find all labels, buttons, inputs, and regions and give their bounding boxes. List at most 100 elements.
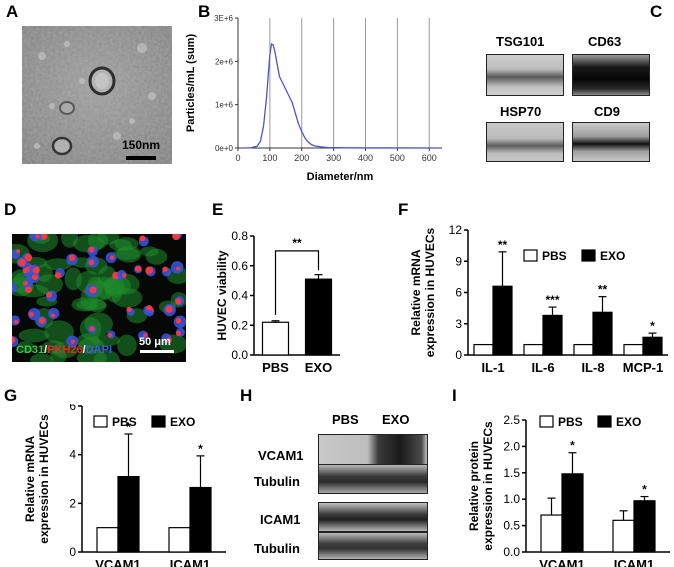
pkh26-signal [109,255,115,260]
legend-swatch [539,415,554,428]
pkh26-signal [89,326,95,332]
pkh26-signal [162,266,168,272]
legend-swatch [523,249,538,262]
x-axis-label: Diameter/nm [307,171,374,183]
bar [540,514,563,553]
cell-membrane [93,349,120,362]
chart-i: 0.0 0.5 1.0 1.5 2.0 2.5 VCAM1 * ICAM1 * PBS EXO Rela… [467,413,670,567]
bar [642,336,663,356]
bar [492,285,513,356]
legend-label: EXO [170,415,195,429]
bar [623,343,644,356]
pkh26-signal [28,311,34,317]
blot-vcam1 [318,434,428,466]
y-tick-label: 9 [455,254,462,268]
pkh26-signal [25,286,32,294]
pkh26-signal [22,268,29,274]
y-tick-label: 12 [449,223,463,237]
pkh26-signal [135,265,142,272]
pkh26-signal [165,305,173,313]
panel-letter-e: E [212,200,224,219]
legend-label: PBS [112,415,137,429]
pkh26-signal [107,333,113,338]
y-tick-label: 0 [455,348,462,362]
blot-row-tubulin-1: Tubulin [254,474,300,489]
legend-label: PBS [542,249,567,263]
bar [473,343,494,356]
y-tick-label: 2.0 [503,439,520,453]
y-tick-label: 2 [69,496,76,510]
y-tick-label: 1.0 [503,492,520,506]
y-axis-label: HUVEC viability [215,250,229,340]
x-tick-label: 500 [390,153,405,163]
y-tick-label: 3E+6 [214,14,233,23]
pkh26-signal [32,266,40,274]
bar [304,278,333,356]
x-tick-label: VCAM1 [95,557,141,567]
legend-label: EXO [616,415,641,429]
y-axis-label: Relative mRNA [409,249,423,335]
y-axis-label: expression in HUVECs [37,414,51,544]
scale-bar-label: 50 μm [139,336,171,348]
x-tick-label: 600 [422,153,437,163]
legend-swatch [151,415,166,428]
cell-membrane [44,320,74,344]
blot-cd63 [572,54,650,96]
pkh26-signal [13,319,19,325]
y-tick-label: 6 [455,286,462,300]
cell-membrane [36,263,53,283]
y-tick-label: 2e+6 [215,57,234,66]
pkh26-signal [16,249,21,254]
pkh26-signal [54,272,62,279]
blot-tubulin-2 [318,532,428,560]
y-axis-label: expression in HUVECs [481,421,495,551]
bar [573,343,594,356]
tem-image: 150nm [22,26,172,164]
cell-membrane [117,334,137,357]
pkh26-signal [38,317,46,324]
y-axis-label: Relative protein [467,441,481,531]
panel-letter-d: D [4,200,17,219]
x-tick-label: EXO [305,360,332,375]
blot-col-pbs: PBS [332,412,359,427]
y-tick-label: 4 [69,448,76,462]
cell-membrane [44,258,72,271]
x-tick-label: VCAM1 [539,557,585,567]
pkh26-signal [18,258,26,267]
bar [168,527,191,553]
x-tick-label: MCP-1 [623,360,663,375]
x-tick-label: ICAM1 [170,557,210,567]
pkh26-signal [172,234,181,241]
x-tick-label: 300 [326,153,341,163]
fluorescence-image: CD31/PKH26/DAPI 50 μm [12,234,186,362]
cell-membrane [61,234,79,248]
blot-col-exo: EXO [382,412,410,427]
data-line [244,42,443,149]
legend-swatch [93,415,108,428]
bar [523,343,544,356]
chart-e: 0.0 0.2 0.4 0.6 0.8 PBS EXO HUVEC viability ** [215,229,340,375]
panel-letter-c: C [650,2,663,21]
y-tick-label: 0.0 [231,348,248,362]
blot-row-icam1: ICAM1 [260,512,301,527]
y-tick-label: 1.5 [503,466,520,480]
stain-pkh26: PKH26 [47,344,83,356]
blot-cd9 [572,122,650,162]
stain-dapi: DAPI [85,344,112,356]
pkh26-signal [22,280,28,286]
x-tick-label: IL-8 [581,360,604,375]
cell-membrane [30,353,54,362]
y-tick-label: 0.6 [231,259,248,273]
panel-letter-i: I [452,386,457,405]
pkh26-signal [175,330,182,336]
pkh26-signal [88,259,95,266]
stain-legend: CD31/PKH26/DAPI [16,344,112,356]
chart-b: 0 100 200 300 400 500 600 0e+0 1e+6 2e+6 3E+6 Diame… [185,14,443,183]
bar [261,321,290,356]
significance-mark: ** [598,283,608,297]
pkh26-signal [145,266,154,275]
y-tick-label: 3 [455,317,462,331]
significance-mark: *** [545,293,559,307]
bar [96,527,119,553]
